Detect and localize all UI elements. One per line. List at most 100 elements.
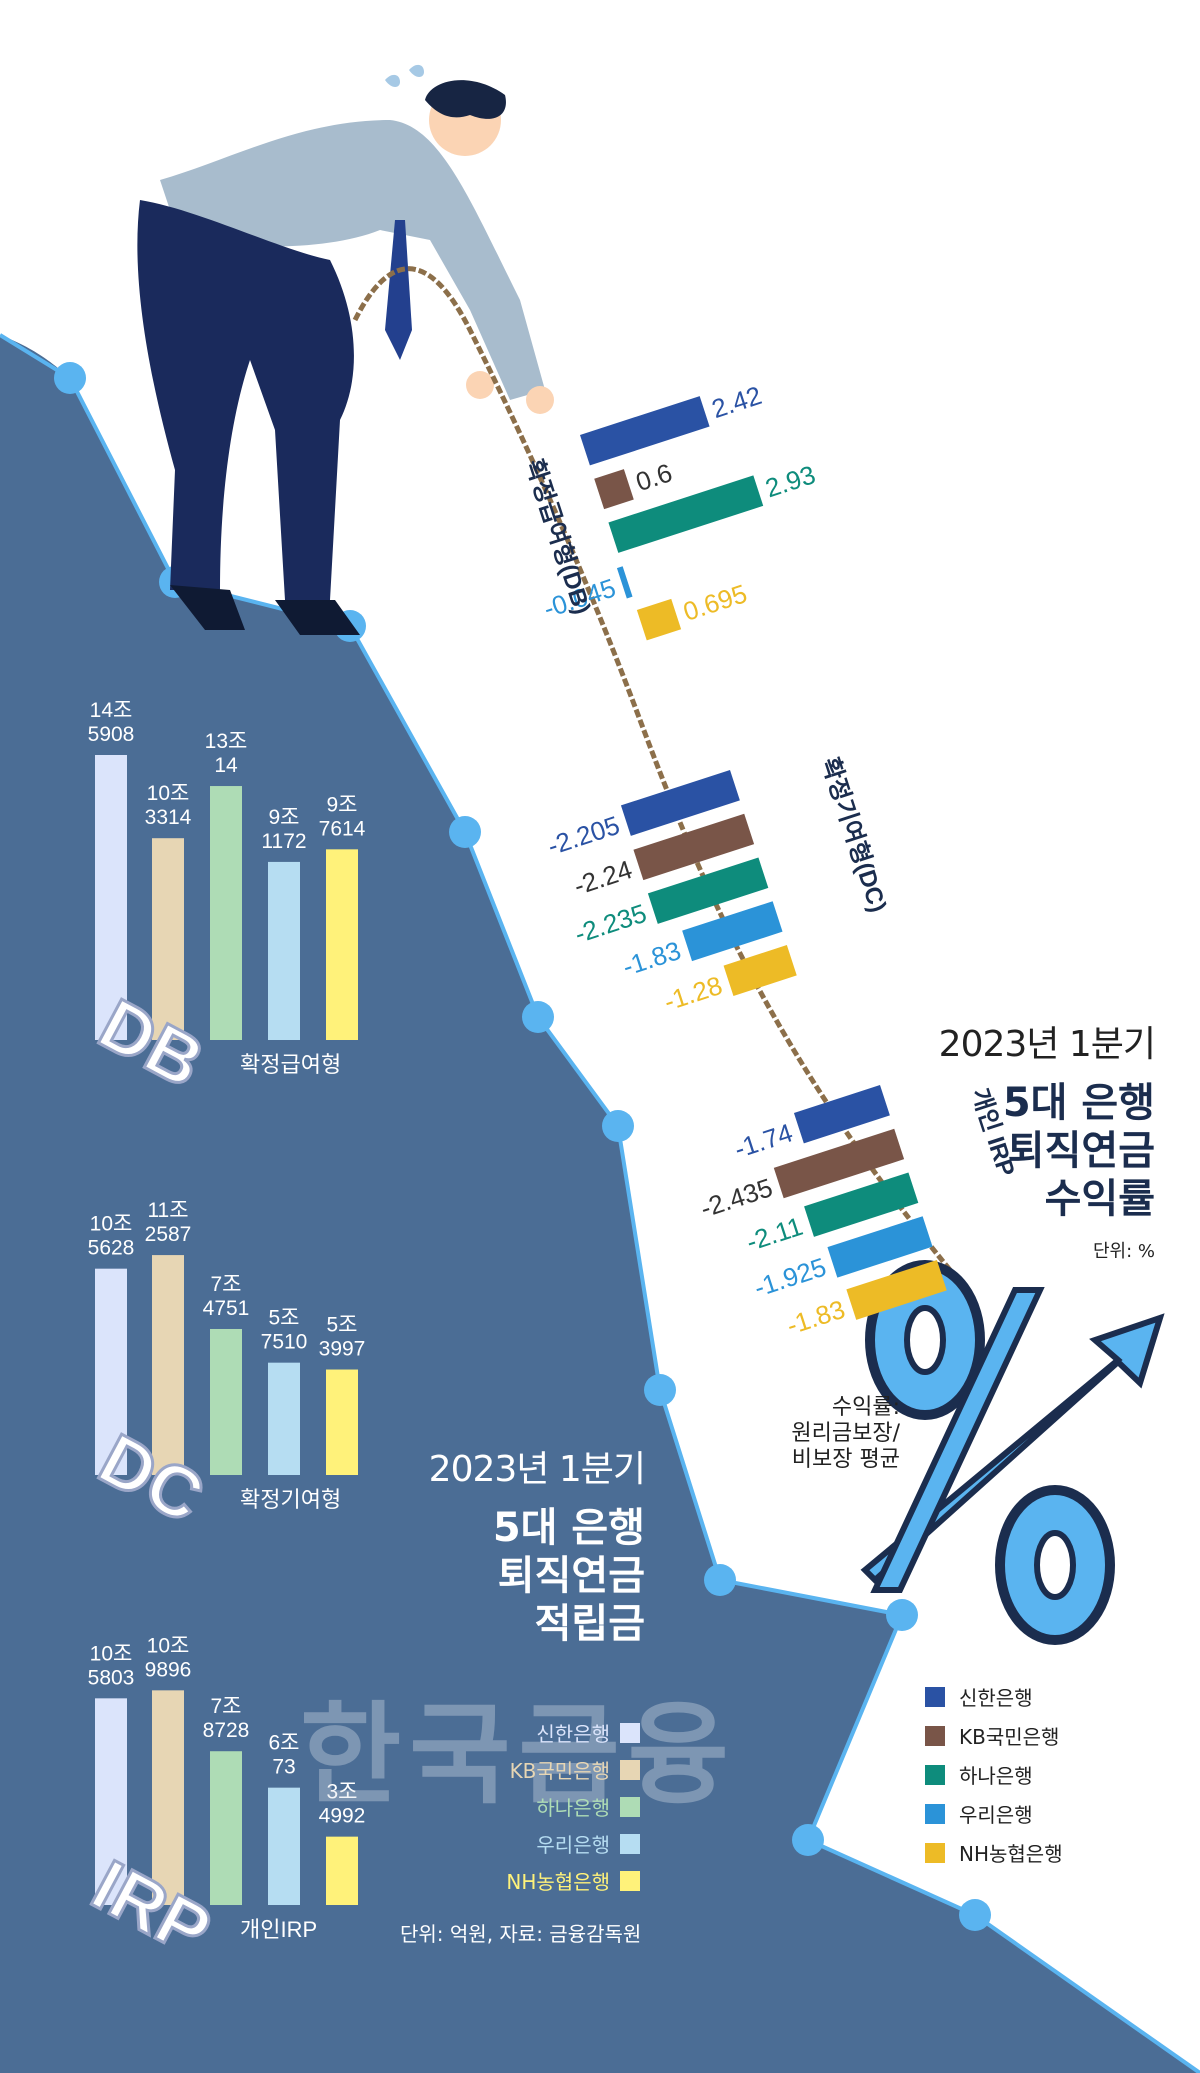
returns-note-line-1: 수익률: (831, 1395, 900, 1420)
legend-label: 하나은행 (536, 1796, 610, 1820)
reserves-group-caption: 개인IRP (240, 1917, 317, 1942)
reserves-value-label: 14조 (90, 699, 133, 722)
returns-value-label: -2.205 (544, 810, 623, 861)
reserves-value-label: 10조 (90, 1642, 133, 1665)
reserves-value-label: 4992 (319, 1805, 366, 1828)
returns-bar (616, 566, 633, 599)
reserves-value-label: 73 (272, 1756, 295, 1779)
reserves-value-label: 4751 (203, 1297, 250, 1320)
reserves-value-label: 7조 (211, 1273, 242, 1296)
watermark: 한국금융 (300, 1691, 737, 1819)
reserves-value-label: 10조 (147, 1634, 190, 1657)
businessman-illustration (137, 64, 952, 1272)
reserves-value-label: 5조 (269, 1307, 300, 1330)
returns-bar (773, 1128, 905, 1199)
reserves-bar (326, 849, 358, 1040)
returns-value-label: -2.235 (571, 898, 650, 949)
legend-label: 우리은행 (536, 1833, 610, 1857)
reserves-value-label: 5조 (327, 1314, 358, 1337)
returns-value-label: -2.24 (570, 854, 636, 901)
returns-title-line-1: 5대 은행 (1002, 1080, 1155, 1126)
reserves-bar (268, 861, 300, 1040)
legend-swatch (925, 1725, 945, 1746)
returns-value-label: -2.435 (697, 1172, 776, 1223)
reserves-value-label: 13조 (205, 730, 248, 753)
reserves-footnote: 단위: 억원, 자료: 금융감독원 (400, 1922, 642, 1946)
reserves-legend-item: 신한은행 (380, 1718, 640, 1747)
returns-note-line-2: 원리금보장/ (791, 1421, 900, 1446)
returns-value-label: -1.925 (750, 1252, 829, 1303)
returns-legend-item: KB국민은행 (925, 1721, 1059, 1750)
reserves-value-label: 10조 (147, 782, 190, 805)
reserves-legend-item: 우리은행 (380, 1829, 640, 1858)
reserves-legend-item: NH농협은행 (380, 1866, 640, 1895)
reserves-value-label: 2587 (145, 1223, 192, 1246)
legend-label: 우리은행 (959, 1803, 1033, 1827)
percent-arrow-illustration (860, 1260, 1165, 1645)
returns-bar (804, 1172, 919, 1237)
reserves-bar (268, 1787, 300, 1905)
reserves-value-label: 5908 (88, 723, 135, 746)
reserves-value-label: 7510 (261, 1331, 308, 1354)
reserves-value-label: 9896 (145, 1658, 192, 1681)
legend-swatch (620, 1759, 640, 1780)
reserves-bar (326, 1836, 358, 1905)
returns-bar (827, 1216, 933, 1278)
returns-value-label: 2.42 (708, 380, 765, 424)
legend-label: KB국민은행 (509, 1759, 610, 1783)
returns-group: -2.205-2.24-2.235-1.83-1.28 확정기여형(DC) (544, 754, 892, 1017)
returns-bar (580, 396, 710, 466)
reserves-bar (152, 1690, 184, 1905)
legend-swatch (925, 1764, 945, 1785)
returns-legend-item: 신한은행 (925, 1682, 1033, 1711)
returns-value-label: -2.11 (743, 1211, 807, 1257)
reserves-bar (95, 755, 127, 1040)
returns-legend-item: 우리은행 (925, 1799, 1033, 1828)
reserves-bar (95, 1698, 127, 1905)
returns-legend-item: NH농협은행 (925, 1838, 1063, 1867)
reserves-value-label: 3997 (319, 1338, 366, 1361)
legend-swatch (620, 1870, 640, 1891)
legend-label: 하나은행 (959, 1764, 1033, 1788)
returns-title-sub: 2023년 1분기 (938, 1024, 1156, 1065)
reserves-bar (152, 1255, 184, 1475)
reserves-bar (95, 1268, 127, 1475)
reserves-bar (268, 1362, 300, 1475)
returns-title-line-3: 수익률 (1044, 1176, 1155, 1222)
returns-bar (633, 813, 755, 881)
reserves-legend-item: KB국민은행 (380, 1755, 640, 1784)
reserves-value-label: 1172 (261, 830, 306, 853)
reserves-value-label: 9조 (269, 806, 300, 829)
returns-value-label: -1.83 (783, 1294, 849, 1341)
reserves-value-label: 3314 (145, 806, 192, 829)
reserves-value-label: 7614 (319, 817, 366, 840)
reserves-title-line-3: 적립금 (534, 1601, 645, 1647)
legend-swatch (620, 1796, 640, 1817)
returns-value-label: -1.28 (660, 970, 726, 1017)
returns-bar (846, 1259, 947, 1320)
reserves-bar (326, 1369, 358, 1475)
returns-bar (723, 944, 797, 996)
returns-bar (620, 770, 740, 836)
reserves-value-label: 6조 (269, 1732, 300, 1755)
reserves-value-label: 14 (214, 754, 238, 777)
returns-title-line-2: 퇴직연금 (1007, 1128, 1155, 1174)
reserves-title-block: 2023년 1분기 5대 은행 퇴직연금 적립금 (360, 1440, 646, 1648)
legend-label: 신한은행 (536, 1722, 610, 1746)
reserves-bar (210, 786, 242, 1040)
returns-group-label: 확정기여형(DC) (816, 754, 891, 916)
reserves-title-sub: 2023년 1분기 (428, 1449, 646, 1490)
legend-label: 신한은행 (959, 1686, 1033, 1710)
returns-value-label: 0.6 (632, 457, 676, 497)
returns-value-label: 2.93 (762, 459, 819, 503)
reserves-group-caption: 확정급여형 (240, 1052, 341, 1077)
returns-bar (682, 901, 783, 962)
reserves-value-label: 3조 (327, 1781, 358, 1804)
legend-label: KB국민은행 (959, 1725, 1060, 1749)
legend-swatch (925, 1842, 945, 1863)
returns-title-block: 2023년 1분기 5대 은행 퇴직연금 수익률 단위: % (870, 1015, 1156, 1263)
returns-bar (647, 857, 769, 924)
